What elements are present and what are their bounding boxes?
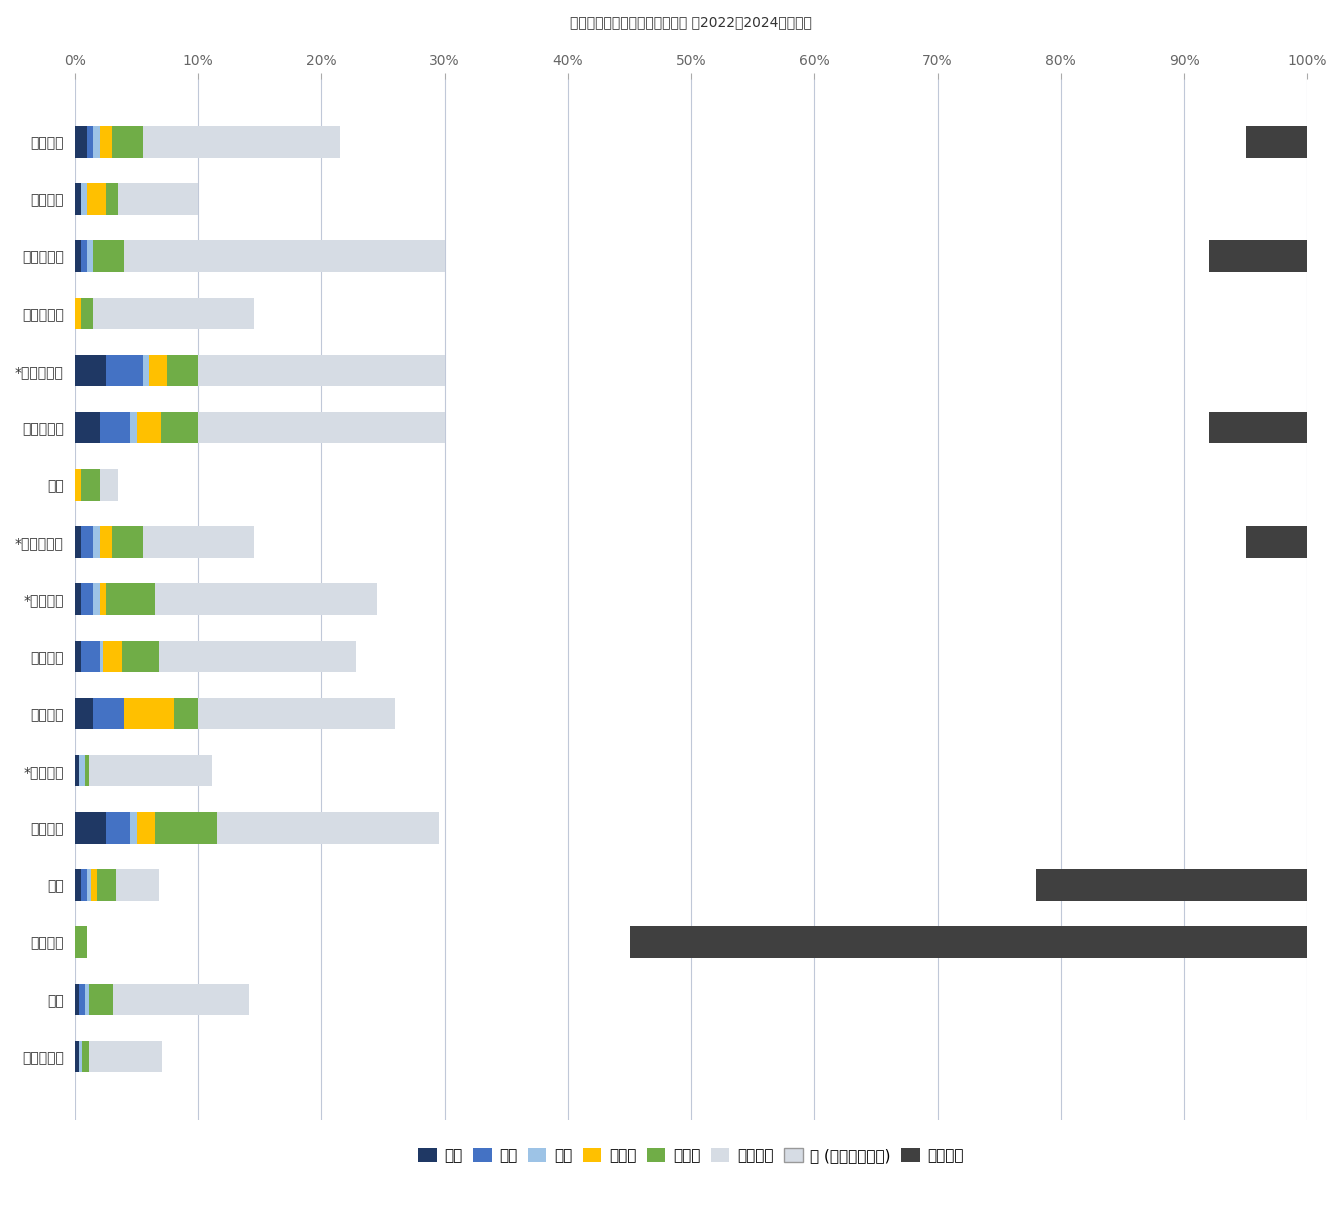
Bar [99, 126, 111, 157]
Bar [106, 355, 142, 386]
Bar [113, 984, 248, 1016]
Bar [85, 755, 89, 786]
Bar [130, 812, 137, 844]
Bar [106, 812, 130, 844]
Bar [106, 583, 156, 615]
Bar [115, 869, 158, 900]
Bar [142, 355, 149, 386]
Bar [111, 126, 142, 157]
Bar [1209, 411, 1307, 443]
Bar [75, 241, 81, 271]
Bar [75, 1041, 79, 1072]
Bar [94, 241, 125, 271]
Bar [82, 1041, 89, 1072]
Bar [81, 869, 87, 900]
Bar [1245, 527, 1307, 558]
Bar [75, 583, 81, 615]
Bar [75, 355, 106, 386]
Bar [75, 926, 87, 958]
Bar [75, 469, 81, 501]
Bar [75, 984, 79, 1016]
Bar [81, 527, 94, 558]
Bar [75, 126, 87, 157]
Bar [75, 183, 81, 215]
Bar [111, 527, 142, 558]
Bar [75, 869, 81, 900]
Bar [81, 297, 94, 329]
Bar [94, 297, 254, 329]
Bar [94, 527, 99, 558]
Bar [99, 641, 103, 672]
Bar [97, 869, 115, 900]
Bar [168, 355, 199, 386]
Bar [81, 469, 99, 501]
Bar [81, 641, 99, 672]
Bar [87, 126, 94, 157]
Bar [1245, 126, 1307, 157]
Bar [99, 469, 118, 501]
Bar [199, 355, 444, 386]
Bar [142, 126, 340, 157]
Bar [99, 527, 111, 558]
Bar [75, 641, 81, 672]
Bar [85, 984, 89, 1016]
Bar [137, 411, 161, 443]
Bar [199, 698, 396, 729]
Bar [1209, 241, 1307, 271]
Bar [79, 755, 85, 786]
Bar [1036, 869, 1307, 900]
Bar [75, 527, 81, 558]
Legend: 東大, 京大, 一工, 医学部, 旧帝大, 他国公立, 他 (私立・浪人等), 内部推薦: 東大, 京大, 一工, 医学部, 旧帝大, 他国公立, 他 (私立・浪人等), … [412, 1142, 970, 1169]
Bar [99, 583, 106, 615]
Bar [99, 411, 130, 443]
Bar [94, 583, 99, 615]
Title: 国公立大学全合格者割合グラフ （2022〜2024年平均）: 国公立大学全合格者割合グラフ （2022〜2024年平均） [570, 15, 812, 29]
Bar [94, 698, 125, 729]
Bar [156, 583, 377, 615]
Bar [142, 527, 254, 558]
Bar [161, 411, 199, 443]
Bar [91, 869, 97, 900]
Bar [75, 698, 94, 729]
Bar [81, 241, 87, 271]
Bar [75, 297, 81, 329]
Bar [81, 583, 94, 615]
Bar [103, 641, 122, 672]
Bar [87, 183, 106, 215]
Bar [629, 926, 1307, 958]
Bar [118, 183, 199, 215]
Bar [79, 1041, 82, 1072]
Bar [89, 755, 212, 786]
Bar [75, 755, 79, 786]
Bar [89, 1041, 162, 1072]
Bar [87, 869, 91, 900]
Bar [81, 183, 87, 215]
Bar [79, 984, 85, 1016]
Bar [89, 984, 113, 1016]
Bar [122, 641, 158, 672]
Bar [94, 126, 99, 157]
Bar [125, 698, 173, 729]
Bar [75, 411, 99, 443]
Bar [156, 812, 216, 844]
Bar [130, 411, 137, 443]
Bar [75, 812, 106, 844]
Bar [173, 698, 199, 729]
Bar [149, 355, 168, 386]
Bar [87, 241, 94, 271]
Bar [137, 812, 156, 844]
Bar [158, 641, 356, 672]
Bar [125, 241, 444, 271]
Bar [216, 812, 439, 844]
Bar [199, 411, 444, 443]
Bar [106, 183, 118, 215]
